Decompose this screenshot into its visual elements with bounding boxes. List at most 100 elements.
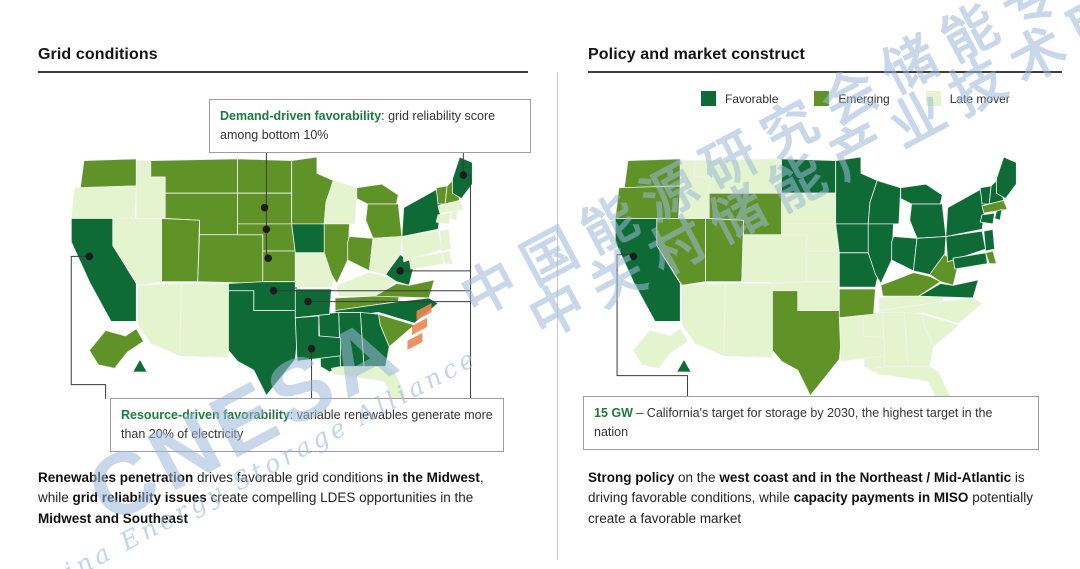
state-or xyxy=(614,185,681,219)
state-marker-dot-me xyxy=(459,171,468,179)
callout-keyword: Demand-driven favorability xyxy=(220,109,382,123)
demand-favorability-callout: Demand-driven favorability: grid reliabi… xyxy=(209,99,531,153)
state-wa xyxy=(79,158,137,189)
state-la xyxy=(838,315,885,362)
state-fl xyxy=(874,366,950,408)
state-ri xyxy=(450,208,459,221)
state-ar xyxy=(294,288,332,319)
legend-swatch-late_mover xyxy=(925,91,941,106)
state-mi xyxy=(900,183,943,205)
state-nm xyxy=(179,283,229,358)
state-md xyxy=(408,252,444,270)
state-ct xyxy=(979,212,996,225)
callout-connector-line xyxy=(616,254,689,398)
state-ny xyxy=(401,188,443,238)
state-va xyxy=(373,279,435,299)
state-la xyxy=(294,315,341,362)
state-de xyxy=(985,250,998,265)
summary-fragment: in the Midwest xyxy=(386,470,480,485)
state-fl xyxy=(330,366,406,408)
callout-text: : grid reliability score among bottom 10… xyxy=(220,109,496,142)
summary-fragment: Midwest and Southeast xyxy=(38,510,189,526)
state-me xyxy=(996,156,1017,200)
state-tx xyxy=(772,290,844,397)
resource-favorability-callout: Resource-driven favorability: variable r… xyxy=(110,398,504,452)
state-sd xyxy=(781,192,837,225)
state-tx xyxy=(228,290,300,397)
callout-text: – California's target for storage by 203… xyxy=(594,406,993,439)
summary-fragment: west coast and in the Northeast / Mid-At… xyxy=(719,470,1012,485)
state-mi xyxy=(356,183,399,205)
legend-label: Emerging xyxy=(838,91,890,106)
state-hi xyxy=(675,358,692,373)
state-wa xyxy=(623,158,681,189)
right-summary-text: Strong policy on the west coast and in t… xyxy=(588,468,1054,529)
right-panel-title: Policy and market construct xyxy=(588,46,1062,73)
state-co xyxy=(741,234,808,284)
state-mo xyxy=(294,252,336,288)
summary-fragment: is driving favorable conditions, while xyxy=(588,470,1025,506)
callout-connector-line xyxy=(70,255,107,400)
state-il xyxy=(323,223,350,285)
state-marker-dot-ks xyxy=(264,254,272,263)
summary-fragment: , while xyxy=(38,470,484,506)
grid-conditions-map xyxy=(70,148,473,408)
state-ar xyxy=(838,288,876,319)
legend-item-favorable: Favorable xyxy=(701,91,778,106)
state-nj xyxy=(983,228,996,252)
state-or xyxy=(70,185,137,219)
state-wv xyxy=(929,254,959,286)
callout-text: : variable renewables generate more than… xyxy=(121,408,493,441)
summary-fragment: create compelling LDES opportunities in … xyxy=(206,490,474,506)
summary-fragment: potentially create a favorable market xyxy=(588,490,1033,526)
policy-market-map xyxy=(614,156,1017,408)
state-in xyxy=(891,236,918,272)
summary-fragment: on the xyxy=(674,470,720,485)
state-ri xyxy=(994,208,1003,221)
legend-label: Late mover xyxy=(949,91,1010,106)
state-ny xyxy=(945,188,987,238)
state-ut xyxy=(161,218,200,283)
state-marker-dot-ok xyxy=(269,286,278,295)
state-ks xyxy=(806,250,842,283)
state-ut xyxy=(705,218,744,283)
state-marker-dot-ne xyxy=(262,225,271,234)
state-marker-dot-ca xyxy=(85,252,94,261)
summary-fragment: Renewables penetration xyxy=(38,470,194,485)
state-marker-dot-la xyxy=(307,344,316,353)
legend-swatch-favorable xyxy=(701,91,716,106)
summary-fragment: Strong policy xyxy=(588,470,675,485)
state-al xyxy=(338,312,365,368)
state-in xyxy=(347,236,374,272)
state-nd xyxy=(781,158,837,194)
state-marker-dot-ar xyxy=(304,297,312,306)
legend-item-emerging: Emerging xyxy=(814,91,890,106)
state-az xyxy=(137,283,182,357)
summary-fragment: capacity payments in MISO xyxy=(793,490,969,506)
panel-divider xyxy=(557,72,558,560)
callout-keyword: 15 GW xyxy=(594,406,633,420)
map-legend: Favorable Emerging Late mover xyxy=(701,91,1010,106)
legend-item-late_mover: Late mover xyxy=(925,91,1010,106)
state-ct xyxy=(435,212,452,225)
state-mo xyxy=(838,252,880,288)
left-summary-text: Renewables penetration drives favorable … xyxy=(38,468,518,529)
state-hi xyxy=(131,358,148,373)
state-va xyxy=(917,279,979,299)
summary-fragment: drives favorable grid conditions xyxy=(193,470,387,485)
left-panel-title: Grid conditions xyxy=(38,46,528,73)
legend-label: Favorable xyxy=(725,91,779,106)
callout-keyword: Resource-driven favorability xyxy=(121,408,290,422)
state-ak xyxy=(632,328,689,369)
legend-swatch-emerging xyxy=(814,91,830,106)
state-mi xyxy=(365,203,403,239)
california-target-callout: 15 GW – California's target for storage … xyxy=(583,396,1039,450)
state-co xyxy=(197,234,264,284)
state-marker-dot-ca xyxy=(629,252,638,261)
state-ak xyxy=(88,328,145,369)
state-al xyxy=(882,312,909,368)
summary-fragment: grid reliability issues xyxy=(72,490,207,506)
state-az xyxy=(681,283,726,357)
state-de xyxy=(441,250,454,265)
state-marker-dot-sd xyxy=(260,203,269,212)
